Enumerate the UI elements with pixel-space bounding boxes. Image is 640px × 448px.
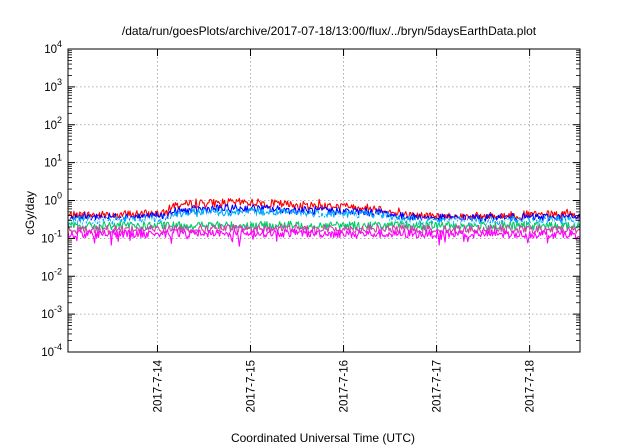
chart-title: /data/run/goesPlots/archive/2017-07-18/1… [122,24,537,38]
y-tick-label: 102 [44,115,62,132]
y-axis-label: cGy/day [23,191,37,235]
y-tick-label: 103 [44,77,62,94]
x-tick-label: 2017-7-14 [152,359,164,412]
grid-lines [68,49,580,352]
y-tick-label: 10-1 [41,228,62,245]
series-line-3 [67,212,581,228]
y-tick-label: 100 [44,191,62,208]
y-tick-label: 10-2 [41,266,62,283]
y-tick-label: 10-4 [41,342,62,359]
y-axis-ticks: 10-4 10-3 10-2 10-1 100 101 102 103 104 [41,39,580,359]
x-axis-label: Coordinated Universal Time (UTC) [231,431,415,445]
y-tick-label: 101 [44,153,62,170]
series-line-5 [68,224,581,235]
x-tick-label: 2017-7-17 [432,360,444,412]
series-lines [67,197,581,247]
series-line-6 [67,228,581,247]
y-tick-label: 10-3 [41,304,62,321]
x-axis-ticks: 2017-7-14 2017-7-15 2017-7-16 2017-7-17 2017… [152,49,537,412]
x-tick-label: 2017-7-18 [525,360,537,412]
y-tick-label: 104 [44,39,62,56]
x-tick-label: 2017-7-16 [339,360,351,412]
x-tick-label: 2017-7-15 [246,360,258,412]
